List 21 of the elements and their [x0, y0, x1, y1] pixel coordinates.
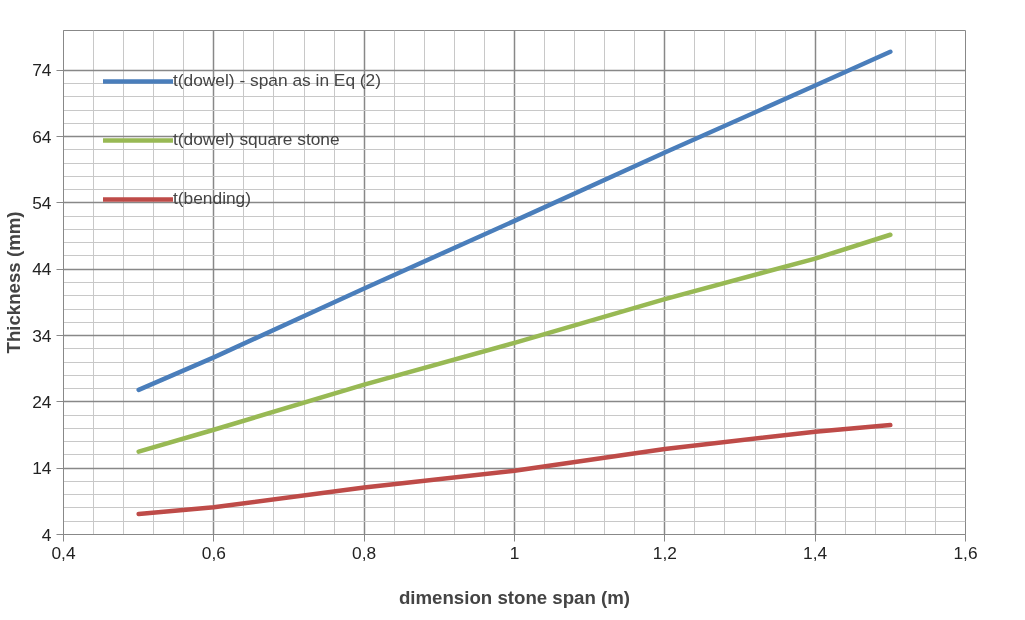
y-tick-label: 44	[32, 259, 52, 280]
x-tick-label: 0,4	[51, 542, 76, 563]
y-tick-label: 74	[32, 60, 52, 81]
y-tick-label: 64	[32, 126, 52, 147]
y-tick-label: 4	[41, 524, 52, 545]
line-series	[136, 422, 893, 517]
line-series	[136, 49, 893, 393]
x-tick-label: 0,8	[352, 542, 377, 563]
y-tick-label: 14	[32, 458, 52, 479]
y-axis-title: Thickness (mm)	[3, 211, 25, 354]
y-tick-label: 24	[32, 391, 52, 412]
x-axis-title: dimension stone span (m)	[398, 586, 631, 608]
x-tick-label: 0,6	[201, 542, 226, 563]
x-tick-label: 1	[509, 542, 520, 563]
line-series	[136, 232, 893, 454]
legend-label: t(dowel) - span as in Eq (2)	[173, 70, 382, 91]
y-tick-label: 34	[32, 325, 52, 346]
x-tick-label: 1,4	[803, 542, 828, 563]
y-tick-label: 54	[32, 192, 52, 213]
x-tick-label: 1,2	[652, 542, 677, 563]
x-tick-label: 1,6	[953, 542, 978, 563]
